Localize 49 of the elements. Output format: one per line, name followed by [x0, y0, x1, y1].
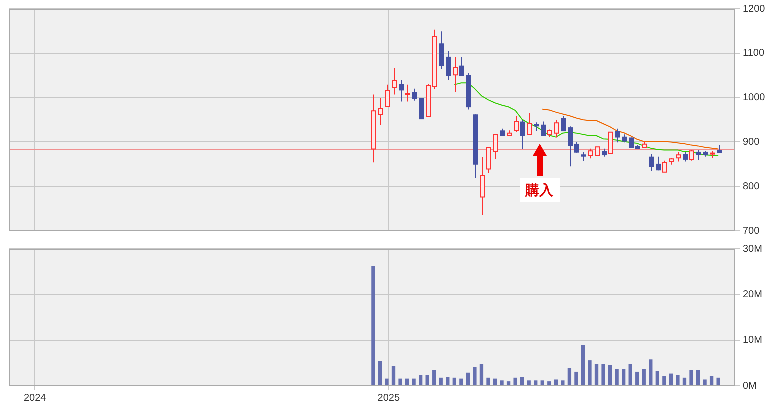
x-tick-label: 2025 — [378, 392, 400, 404]
bar — [696, 370, 700, 386]
bar — [500, 380, 504, 386]
y-tick-label: 800 — [743, 181, 760, 192]
bar — [460, 378, 464, 386]
bar — [703, 380, 707, 386]
y-tick-label: 20M — [743, 289, 762, 300]
y-tick-label: 900 — [743, 136, 760, 148]
bar — [581, 345, 586, 386]
bar — [568, 368, 572, 386]
bar — [622, 369, 626, 386]
x-tick-label: 2024 — [24, 392, 47, 404]
bar — [514, 378, 518, 386]
bar — [426, 375, 430, 386]
bar — [615, 369, 619, 386]
bar — [608, 365, 612, 386]
y-tick-label: 1100 — [743, 48, 765, 60]
bar — [378, 361, 382, 386]
y-tick-label: 700 — [743, 226, 760, 237]
bar — [372, 266, 376, 386]
bar — [628, 364, 632, 386]
bar — [385, 378, 389, 386]
y-tick-label: 0M — [743, 380, 757, 392]
bar — [486, 378, 490, 386]
y-tick-label: 1000 — [743, 92, 766, 104]
bar — [412, 378, 416, 386]
bar — [574, 372, 578, 386]
bar — [642, 369, 646, 386]
bar — [561, 380, 565, 386]
bar — [392, 366, 396, 386]
bar — [662, 376, 666, 386]
bar — [649, 360, 653, 386]
bar — [588, 360, 592, 386]
bar — [432, 370, 436, 386]
bar — [594, 364, 599, 386]
y-tick-label: 30M — [743, 244, 762, 255]
y-tick-label: 1200 — [743, 4, 766, 15]
annotation: 購入 — [520, 178, 560, 202]
bar — [656, 371, 660, 386]
bar — [480, 364, 484, 386]
bar — [473, 367, 477, 386]
bar — [636, 372, 640, 386]
bar — [690, 370, 694, 386]
bar — [602, 364, 606, 386]
bar — [398, 378, 402, 386]
y-tick-label: 10M — [743, 335, 762, 346]
bar — [676, 375, 680, 386]
bar — [418, 375, 423, 386]
bar — [716, 378, 720, 386]
